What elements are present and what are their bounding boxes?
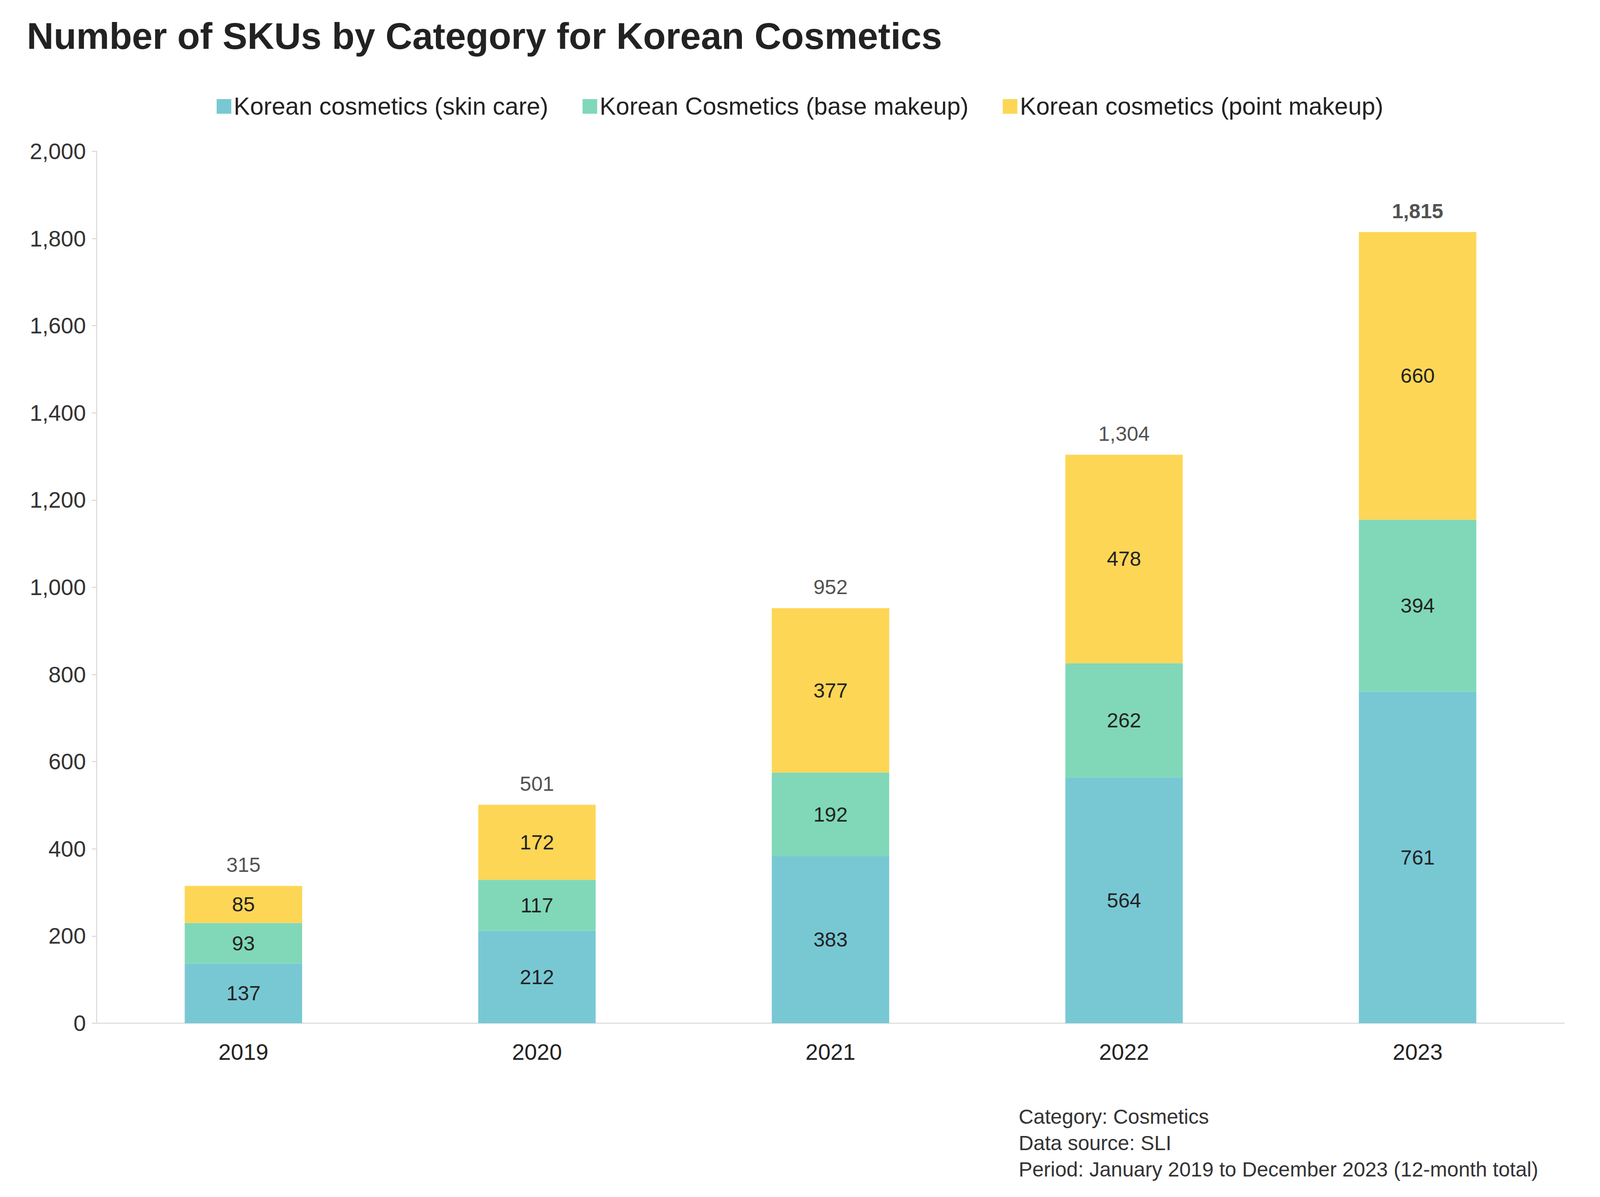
svg-text:2020: 2020 (512, 1039, 562, 1065)
svg-text:200: 200 (48, 923, 86, 949)
svg-text:2021: 2021 (805, 1039, 856, 1065)
svg-text:478: 478 (1107, 547, 1142, 571)
svg-text:377: 377 (813, 678, 848, 702)
svg-text:172: 172 (519, 830, 554, 854)
svg-text:564: 564 (1107, 888, 1142, 912)
svg-text:1,200: 1,200 (29, 487, 86, 513)
svg-text:0: 0 (73, 1010, 86, 1036)
svg-text:394: 394 (1400, 594, 1435, 617)
svg-text:2,000: 2,000 (29, 138, 86, 165)
svg-text:383: 383 (813, 927, 848, 951)
svg-text:212: 212 (519, 965, 554, 989)
svg-text:1,000: 1,000 (29, 574, 86, 600)
svg-text:2023: 2023 (1392, 1039, 1443, 1065)
svg-text:800: 800 (48, 661, 86, 688)
svg-text:Number of SKUs by Category for: Number of SKUs by Category for Korean Co… (26, 15, 943, 57)
svg-text:315: 315 (226, 853, 261, 877)
svg-text:952: 952 (813, 575, 848, 599)
svg-text:Korean cosmetics (skin care): Korean cosmetics (skin care) (233, 92, 549, 121)
svg-text:2019: 2019 (218, 1039, 269, 1065)
svg-text:1,815: 1,815 (1392, 199, 1444, 223)
svg-text:Period: January 2019 to Decemb: Period: January 2019 to December 2023 (1… (1018, 1157, 1539, 1181)
svg-text:192: 192 (813, 802, 848, 826)
svg-text:137: 137 (226, 981, 261, 1005)
svg-text:2022: 2022 (1099, 1039, 1149, 1065)
svg-text:1,400: 1,400 (29, 400, 86, 426)
svg-text:1,600: 1,600 (29, 312, 86, 339)
svg-text:400: 400 (48, 836, 86, 862)
svg-text:262: 262 (1107, 708, 1142, 732)
svg-text:600: 600 (48, 748, 86, 775)
svg-text:660: 660 (1400, 364, 1435, 388)
svg-text:85: 85 (231, 892, 255, 916)
svg-text:Korean cosmetics (point makeup: Korean cosmetics (point makeup) (1019, 92, 1384, 121)
svg-text:Korean Cosmetics (base makeup): Korean Cosmetics (base makeup) (599, 92, 969, 121)
svg-text:761: 761 (1400, 845, 1435, 869)
svg-text:1,800: 1,800 (29, 225, 86, 252)
svg-text:93: 93 (231, 931, 255, 955)
svg-text:501: 501 (519, 772, 554, 796)
svg-text:Data source: SLI: Data source: SLI (1018, 1131, 1172, 1155)
svg-text:117: 117 (520, 893, 554, 917)
svg-text:Category: Cosmetics: Category: Cosmetics (1018, 1105, 1210, 1129)
svg-text:1,304: 1,304 (1098, 422, 1150, 446)
